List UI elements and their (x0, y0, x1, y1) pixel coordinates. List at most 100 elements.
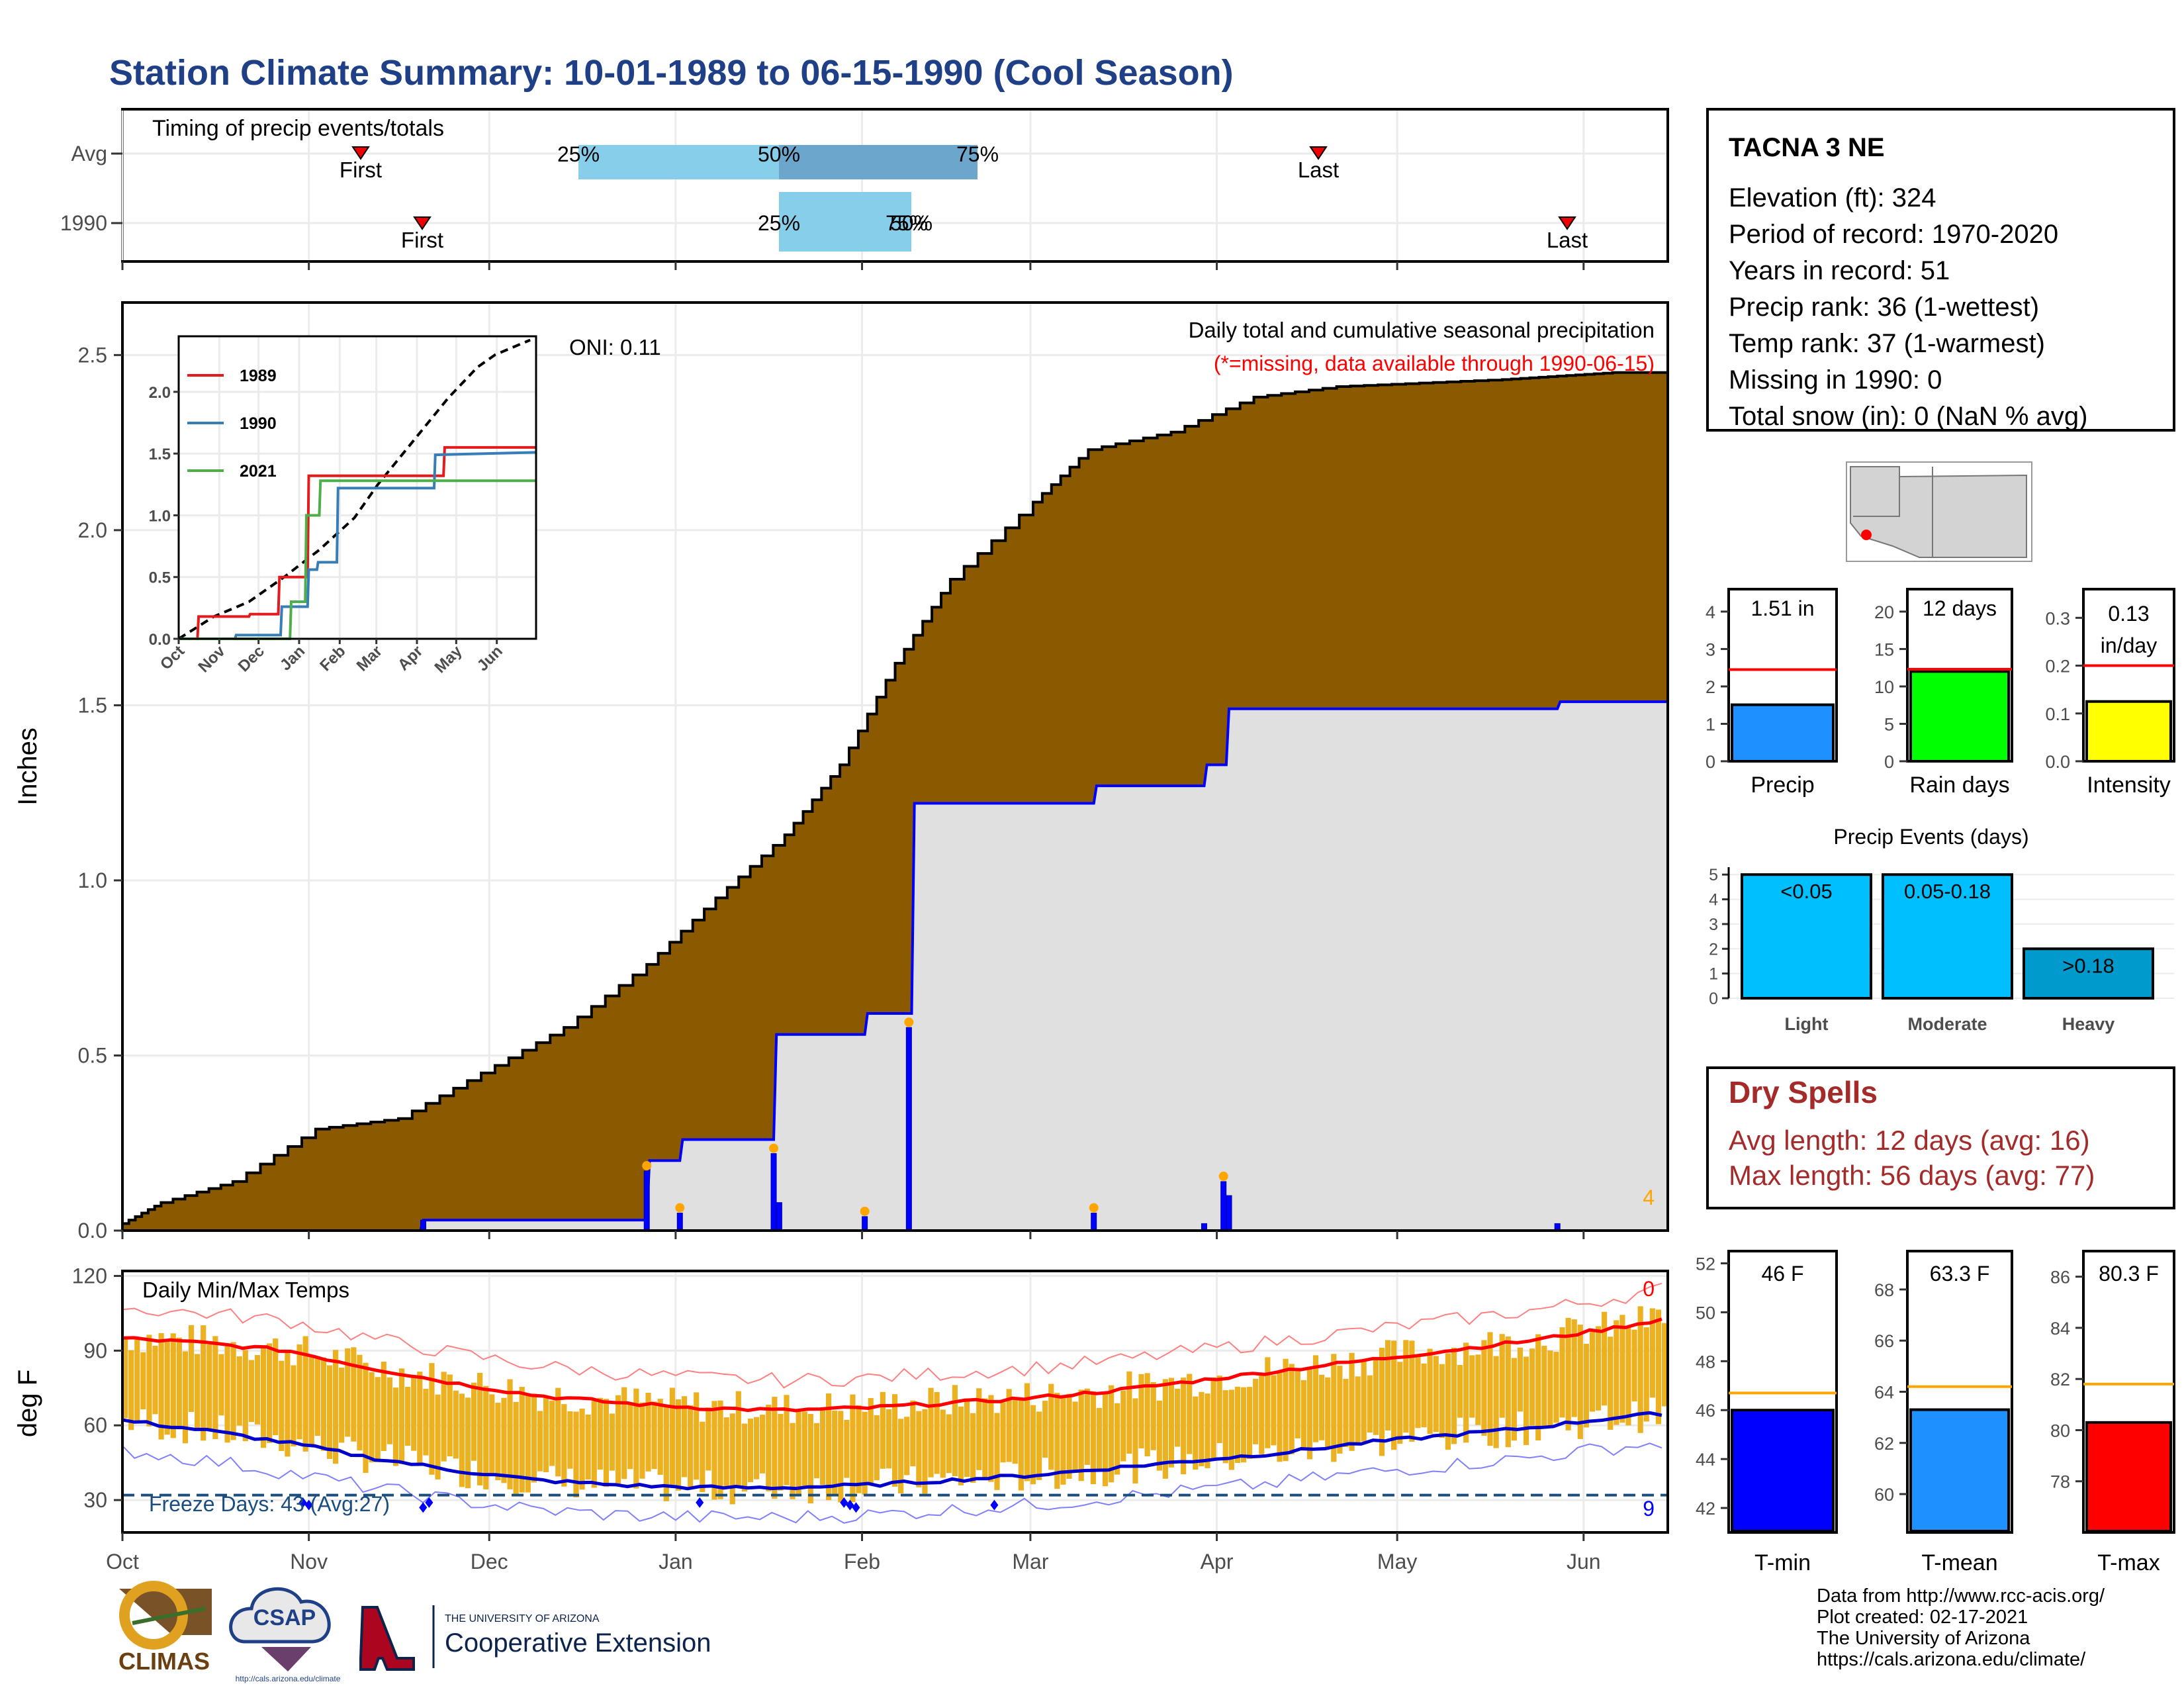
temp-summary-tick: 64 (1874, 1383, 1894, 1403)
daily-temp-bar (1066, 1393, 1072, 1479)
daily-temp-bar (1247, 1387, 1253, 1459)
event-count-label: 4 (1643, 1186, 1655, 1209)
daily-temp-bar (152, 1346, 158, 1415)
station-years: Years in record: 51 (1729, 256, 1950, 285)
daily-temp-bar (964, 1398, 970, 1477)
daily-temp-bar (832, 1410, 838, 1496)
events-bar-name: Light (1785, 1014, 1829, 1034)
daily-temp-bar (982, 1398, 988, 1477)
month-label: Nov (290, 1550, 328, 1573)
daily-temp-bar (891, 1394, 898, 1487)
daily-temp-bar (1379, 1348, 1385, 1456)
daily-temp-bar (1168, 1378, 1175, 1468)
daily-temp-bar (1535, 1334, 1541, 1441)
daily-temp-bar (922, 1409, 928, 1494)
daily-temp-bar (477, 1372, 483, 1485)
daily-temp-bar (694, 1392, 700, 1480)
daily-temp-bar (753, 1417, 760, 1479)
daily-temp-bar (495, 1403, 501, 1481)
events-bar-name: Moderate (1907, 1014, 1987, 1034)
daily-temp-bar (1042, 1401, 1048, 1458)
summary-bar-value: 1.51 in (1751, 596, 1814, 620)
daily-temp-bar (1006, 1389, 1012, 1462)
temp-summary-bar-t-mean (1909, 1408, 2010, 1532)
daily-temp-bar (1060, 1395, 1066, 1485)
event-marker (769, 1143, 779, 1153)
daily-temp-bar (525, 1395, 531, 1493)
freeze-day-marker (840, 1497, 848, 1508)
daily-temp-bar (1228, 1389, 1234, 1470)
daily-temp-bar (1306, 1368, 1313, 1460)
daily-temp-bar (339, 1368, 345, 1443)
daily-temp-bar (291, 1365, 296, 1446)
daily-temp-bar (1331, 1354, 1337, 1462)
daily-temp-bar (1457, 1365, 1463, 1418)
daily-temp-bar (201, 1325, 206, 1441)
daily-temp-bar (1300, 1380, 1306, 1451)
summary-bar-tick: 20 (1874, 602, 1894, 622)
dry-spells-title: Dry Spells (1729, 1075, 1878, 1109)
daily-temp-bar (1487, 1332, 1493, 1446)
year-first-label: First (401, 228, 443, 252)
daily-temp-bar (1614, 1320, 1619, 1425)
daily-temp-bar (375, 1377, 381, 1462)
avg-last-marker (1309, 146, 1328, 160)
daily-temp-bar (1012, 1399, 1018, 1464)
event-marker (1218, 1171, 1228, 1181)
precip-ytick-label: 0.5 (78, 1043, 107, 1067)
daily-temp-bar (1138, 1374, 1144, 1449)
daily-temp-bar (747, 1419, 754, 1482)
precip-ytick-label: 2.5 (78, 343, 107, 367)
events-bar-light (1741, 873, 1872, 1000)
station-info-frame (1706, 108, 2175, 432)
daily-temp-bar (994, 1413, 1000, 1490)
daily-temp-bar (591, 1401, 597, 1488)
daily-temp-bar (1090, 1391, 1096, 1485)
temp-summary-tick: 62 (1874, 1434, 1894, 1454)
daily-temp-bar (302, 1336, 308, 1452)
daily-temp-bar (1240, 1387, 1247, 1463)
daily-temp-bar (1337, 1366, 1343, 1454)
daily-temp-bar (838, 1411, 844, 1503)
freeze-day-marker (696, 1497, 704, 1508)
daily-temp-bar (176, 1337, 182, 1428)
avg-q75-label: 75% (956, 142, 999, 166)
year-last-label: Last (1547, 228, 1588, 252)
daily-temp-bar (188, 1325, 195, 1412)
daily-temp-bar (483, 1385, 489, 1489)
daily-temp-bar (705, 1407, 711, 1471)
daily-temp-bar (1295, 1368, 1300, 1438)
daily-temp-bar (1439, 1364, 1445, 1438)
daily-temp-bar (1595, 1326, 1602, 1411)
freeze-day-marker (298, 1497, 307, 1508)
daily-temp-bar (236, 1356, 242, 1426)
daily-temp-bar (741, 1423, 747, 1492)
daily-temp-bar (549, 1400, 555, 1466)
climas-logo: CLIMAS (118, 1581, 212, 1675)
events-ytick-label: 2 (1709, 940, 1718, 959)
daily-temp-bar (1625, 1328, 1631, 1426)
csap-wordmark: CSAP (253, 1605, 316, 1630)
daily-temp-bar (603, 1399, 610, 1487)
daily-temp-bar (1102, 1391, 1109, 1487)
daily-temp-bar (850, 1394, 856, 1503)
daily-temp-bar (224, 1344, 230, 1443)
daily-temp-bar (326, 1365, 333, 1460)
daily-temp-bar (579, 1408, 585, 1490)
daily-temp-bar (1072, 1401, 1078, 1471)
daily-temp-bar (1024, 1383, 1030, 1481)
daily-temp-bar (1349, 1352, 1355, 1451)
daily-temp-bar (1529, 1348, 1535, 1426)
temp-summary-name: T-min (1754, 1550, 1811, 1575)
hot-days-count: 0 (1643, 1277, 1655, 1301)
daily-temp-bar (688, 1405, 694, 1489)
daily-temp-bar (609, 1413, 615, 1471)
daily-temp-bar (411, 1375, 417, 1451)
daily-temp-bar (615, 1395, 621, 1485)
daily-temp-bar (1571, 1319, 1577, 1417)
daily-temp-bar (1030, 1405, 1036, 1485)
event-marker (675, 1203, 685, 1213)
temp-summary-value: 46 F (1761, 1262, 1803, 1286)
daily-temp-bar (242, 1350, 248, 1442)
daily-temp-bar (807, 1413, 813, 1504)
